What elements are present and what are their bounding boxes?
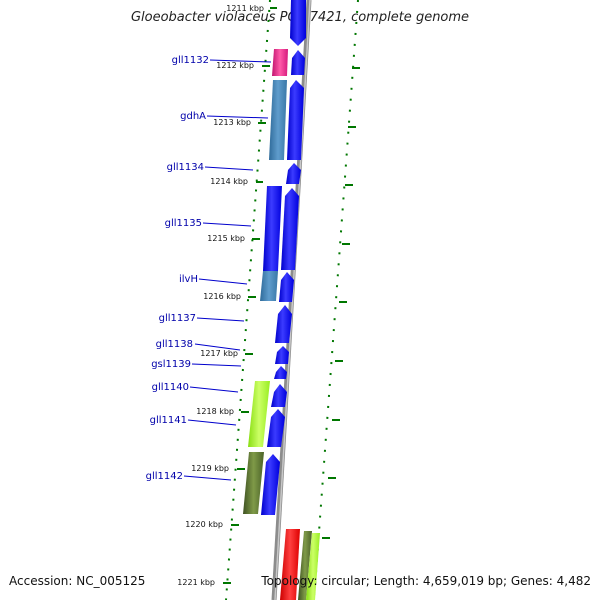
gene-leader-lines [183, 59, 272, 481]
gene-label[interactable]: gdhA [180, 111, 206, 122]
gene-feature[interactable] [280, 529, 300, 600]
forward-cds-track [261, 0, 306, 515]
scale-label: 1211 kbp [226, 4, 264, 13]
feature-blocks [243, 49, 320, 600]
scale-label: 1218 kbp [196, 407, 234, 416]
gene-label[interactable]: gll1137 [159, 313, 196, 324]
scale-label: 1215 kbp [207, 234, 245, 243]
gene-label[interactable]: gll1142 [146, 471, 183, 482]
gene-feature[interactable] [286, 163, 301, 184]
gene-feature[interactable] [281, 188, 299, 270]
gene-label[interactable]: gll1134 [167, 162, 204, 173]
gene-label[interactable]: gll1140 [152, 382, 189, 393]
genome-stats-text: Topology: circular; Length: 4,659,019 bp… [261, 574, 591, 588]
gene-feature[interactable] [263, 186, 282, 271]
gene-label[interactable]: gll1138 [156, 339, 193, 350]
gene-feature[interactable] [275, 305, 292, 343]
scale-ticks [223, 7, 277, 584]
scale-label: 1219 kbp [191, 464, 229, 473]
gene-feature[interactable] [272, 49, 288, 76]
gene-feature[interactable] [248, 381, 270, 447]
gene-feature[interactable] [260, 271, 278, 301]
gene-feature[interactable] [306, 533, 320, 600]
gene-label[interactable]: gll1132 [172, 55, 209, 66]
left-dotted-track [225, 0, 271, 600]
right-dotted-track [313, 0, 359, 600]
gene-feature[interactable] [290, 0, 306, 46]
scale-label: 1212 kbp [216, 61, 254, 70]
gene-label[interactable]: gsl1139 [151, 359, 191, 370]
scale-label: 1220 kbp [185, 520, 223, 529]
scale-label: 1216 kbp [203, 292, 241, 301]
scale-label: 1217 kbp [200, 349, 238, 358]
gene-label[interactable]: gll1135 [165, 218, 202, 229]
gene-label[interactable]: ilvH [179, 274, 198, 285]
gene-feature[interactable] [298, 531, 312, 600]
gene-feature[interactable] [243, 452, 264, 514]
gene-feature[interactable] [267, 409, 285, 447]
gene-feature[interactable] [279, 272, 294, 302]
gene-feature[interactable] [261, 454, 280, 515]
scale-label: 1214 kbp [210, 177, 248, 186]
gene-label[interactable]: gll1141 [150, 415, 187, 426]
accession-text: Accession: NC_005125 [9, 574, 146, 588]
right-scale-ticks [322, 67, 360, 539]
gene-feature[interactable] [287, 80, 304, 160]
gene-feature[interactable] [274, 366, 287, 379]
scale-label: 1213 kbp [213, 118, 251, 127]
scale-labels: 1211 kbp 1212 kbp 1213 kbp 1214 kbp 1215… [177, 4, 264, 587]
gene-feature[interactable] [271, 384, 287, 407]
gene-feature[interactable] [269, 80, 287, 160]
gene-feature[interactable] [275, 346, 289, 364]
gene-labels: gll1132 gdhA gll1134 gll1135 ilvH gll113… [146, 55, 209, 482]
scale-label: 1221 kbp [177, 578, 215, 587]
gene-feature[interactable] [291, 50, 305, 75]
